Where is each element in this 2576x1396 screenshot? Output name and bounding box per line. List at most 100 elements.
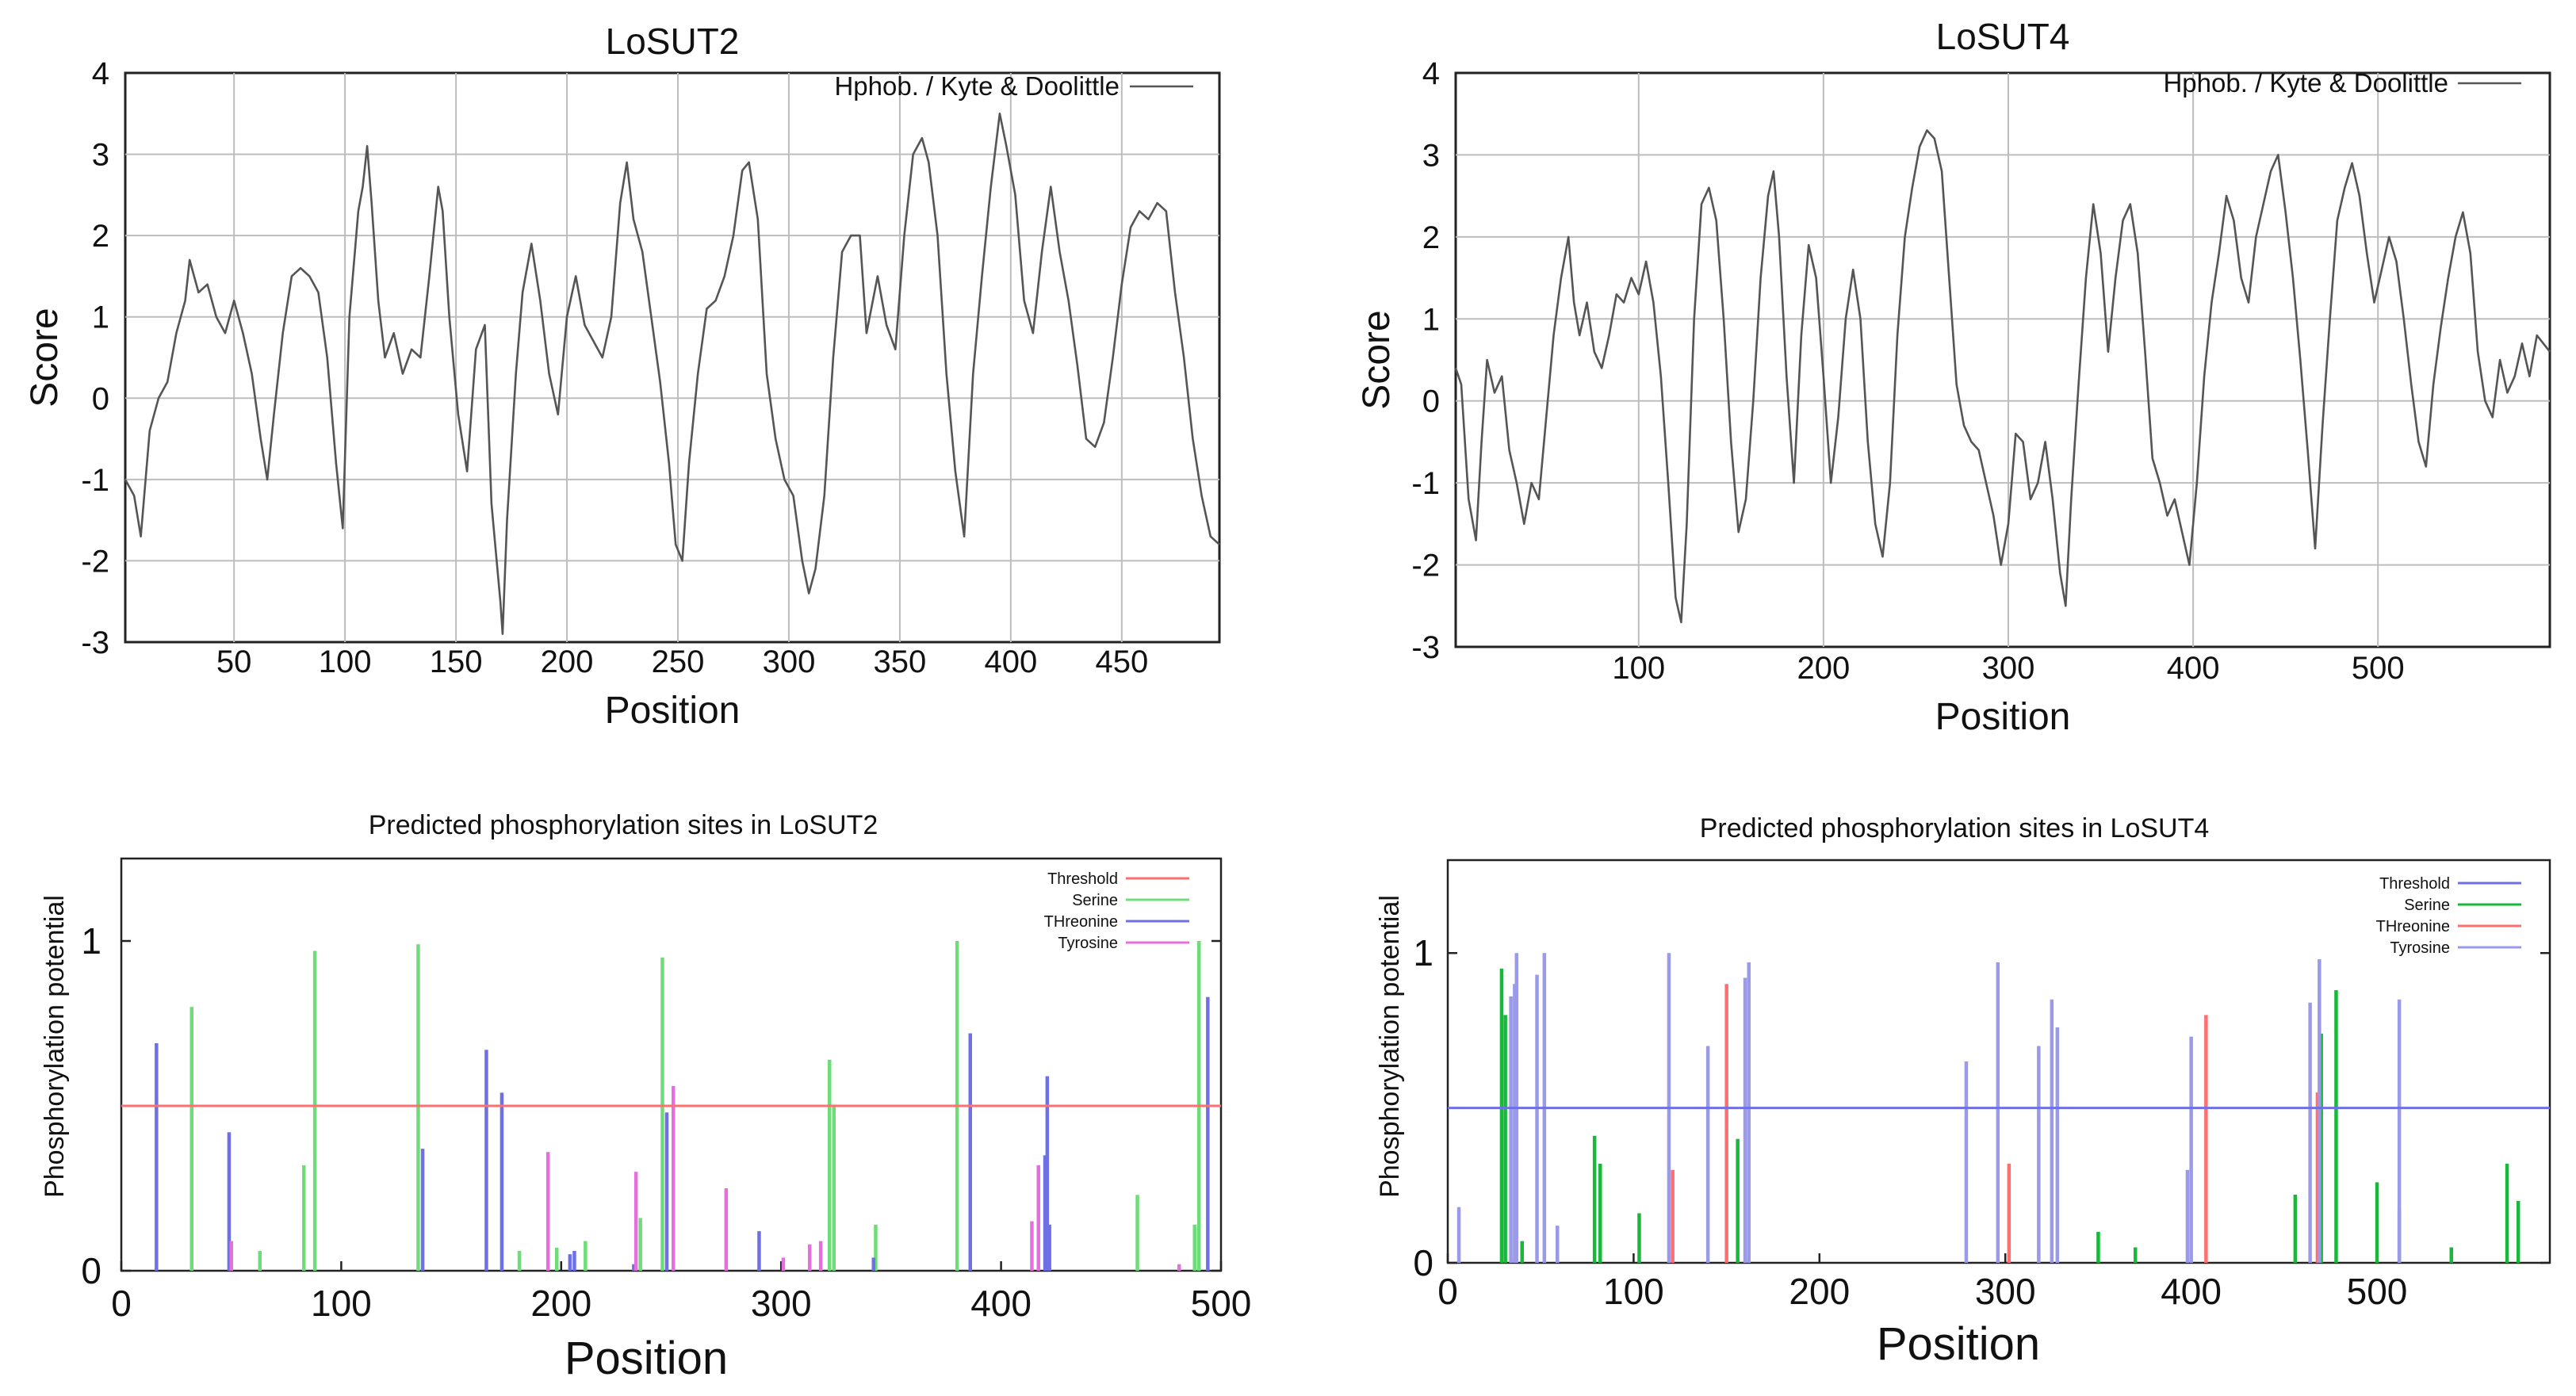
- site-bar-threonine: [2204, 1015, 2208, 1263]
- site-bar-tyrosine: [781, 1257, 786, 1271]
- site-bar-serine: [874, 1224, 878, 1271]
- hydro-losut2-legend: Hphob. / Kyte & Doolittle: [834, 71, 1193, 101]
- x-tick-label: 250: [652, 644, 705, 679]
- site-bar-serine: [2516, 1200, 2520, 1263]
- site-bar-serine: [1736, 1138, 1740, 1263]
- site-bar-serine: [2319, 1033, 2323, 1263]
- x-tick-label: 400: [2161, 1271, 2222, 1312]
- site-bar-tyrosine: [1996, 962, 2000, 1263]
- site-bar-tyrosine: [2189, 1036, 2193, 1263]
- site-bar-threonine: [484, 1050, 488, 1271]
- site-bar-tyrosine: [545, 1152, 550, 1271]
- hydro-losut4-gridlines: [1456, 73, 2550, 647]
- x-tick-label: 100: [1603, 1271, 1664, 1312]
- site-bar-tyrosine: [2185, 1169, 2190, 1263]
- site-bar-threonine: [420, 1149, 425, 1271]
- site-bar-tyrosine: [1964, 1061, 1969, 1263]
- site-bar-serine: [828, 1059, 832, 1271]
- y-tick-label: 1: [81, 920, 101, 962]
- hydro-losut4-title: LoSUT4: [1936, 16, 2070, 57]
- y-tick-label: -2: [1411, 549, 1440, 583]
- phos-losut2-y-ticks: 01: [81, 920, 1221, 1291]
- site-bar-serine: [584, 1241, 588, 1271]
- site-bar-threonine: [757, 1231, 761, 1271]
- x-tick-label: 500: [1191, 1283, 1252, 1324]
- site-bar-threonine: [1043, 1155, 1047, 1271]
- site-bar-threonine: [2007, 1164, 2011, 1263]
- site-bar-serine: [2505, 1164, 2509, 1263]
- site-bar-tyrosine: [1036, 1165, 1040, 1271]
- x-tick-label: 300: [763, 644, 816, 679]
- site-bar-tyrosine: [1456, 1207, 1461, 1263]
- site-bar-serine: [638, 1218, 642, 1271]
- y-tick-label: 1: [1413, 932, 1433, 973]
- hydro-losut4-legend: Hphob. / Kyte & Doolittle: [2163, 68, 2521, 98]
- site-bar-serine: [302, 1165, 306, 1271]
- site-bar-threonine: [632, 1264, 636, 1271]
- site-bar-serine: [1637, 1213, 1641, 1263]
- y-tick-label: 4: [1422, 56, 1440, 91]
- legend-label-threonine: THreonine: [2376, 918, 2450, 935]
- site-bar-tyrosine: [1535, 974, 1539, 1263]
- site-bar-serine: [189, 1007, 193, 1271]
- site-bar-serine: [416, 944, 420, 1271]
- x-tick-label: 100: [1612, 651, 1665, 686]
- site-bar-serine: [312, 950, 317, 1271]
- site-bar-tyrosine: [1556, 1226, 1560, 1263]
- x-tick-label: 0: [1437, 1271, 1458, 1312]
- site-bar-tyrosine: [724, 1188, 729, 1271]
- hydro-losut2-legend-label: Hphob. / Kyte & Doolittle: [834, 71, 1120, 101]
- x-tick-label: 200: [541, 644, 594, 679]
- phos-losut4-title: Predicted phosphorylation sites in LoSUT…: [1700, 813, 2210, 843]
- phos-losut4-y-axis-label: Phosphorylation potential: [1375, 895, 1405, 1198]
- x-tick-label: 200: [530, 1283, 591, 1324]
- x-tick-label: 0: [111, 1283, 132, 1324]
- site-bar-tyrosine: [1705, 1046, 1710, 1263]
- x-tick-label: 50: [216, 644, 252, 679]
- site-bar-serine: [1598, 1164, 1602, 1263]
- x-tick-label: 400: [2167, 651, 2220, 686]
- phos-losut4-legend: Threshold Serine THreonine Tyrosine: [2376, 875, 2521, 957]
- phos-losut2-y-axis-label: Phosphorylation potential: [40, 895, 70, 1198]
- site-bar-serine: [1520, 1241, 1524, 1263]
- legend-label-serine: Serine: [2404, 897, 2450, 914]
- y-tick-label: 4: [92, 56, 109, 91]
- x-tick-label: 100: [319, 644, 372, 679]
- hydro-losut2-plot-frame: [124, 71, 1221, 644]
- site-bar-serine: [555, 1247, 559, 1271]
- site-bar-tyrosine: [2318, 959, 2321, 1263]
- site-bar-tyrosine: [1030, 1221, 1034, 1271]
- phos-losut2-panel: Predicted phosphorylation sites in LoSUT…: [40, 810, 1251, 1384]
- x-tick-label: 200: [1789, 1271, 1850, 1312]
- site-bar-threonine: [1047, 1224, 1051, 1271]
- hydro-losut4-plot-frame: [1454, 71, 2551, 648]
- hydro-losut4-y-axis-label: Score: [1356, 310, 1398, 409]
- y-tick-label: 0: [81, 1250, 101, 1291]
- y-tick-label: -1: [1411, 466, 1440, 501]
- y-tick-label: -2: [81, 544, 109, 579]
- site-bar-serine: [832, 1106, 836, 1271]
- site-bar-tyrosine: [633, 1172, 638, 1271]
- site-bar-tyrosine: [672, 1086, 676, 1271]
- site-bar-serine: [2293, 1195, 2298, 1263]
- site-bar-tyrosine: [1509, 996, 1513, 1263]
- site-bar-serine: [660, 957, 664, 1271]
- legend-label-tyrosine: Tyrosine: [1058, 935, 1118, 952]
- site-bar-serine: [2375, 1182, 2379, 1263]
- hydro-losut2-panel: LoSUT2 Position Score 50 100 150 200 250 300 3…: [24, 21, 1221, 732]
- site-bar-tyrosine: [1743, 977, 1747, 1263]
- site-bar-tyrosine: [2037, 1046, 2041, 1263]
- site-bar-serine: [1135, 1195, 1139, 1271]
- hydro-losut4-x-axis-label: Position: [1935, 696, 2071, 738]
- site-bar-tyrosine: [2055, 1027, 2060, 1263]
- y-tick-label: 0: [1422, 384, 1440, 419]
- site-bar-tyrosine: [1177, 1264, 1181, 1271]
- legend-label-tyrosine: Tyrosine: [2390, 939, 2450, 957]
- x-tick-label: 400: [985, 644, 1038, 679]
- hydro-losut4-legend-label: Hphob. / Kyte & Doolittle: [2163, 68, 2448, 98]
- site-bar-serine: [1592, 1135, 1597, 1263]
- site-bar-threonine: [1206, 996, 1210, 1271]
- site-bar-threonine: [572, 1251, 576, 1271]
- y-tick-label: 3: [1422, 138, 1440, 173]
- hydro-losut2-gridlines: [125, 73, 1219, 642]
